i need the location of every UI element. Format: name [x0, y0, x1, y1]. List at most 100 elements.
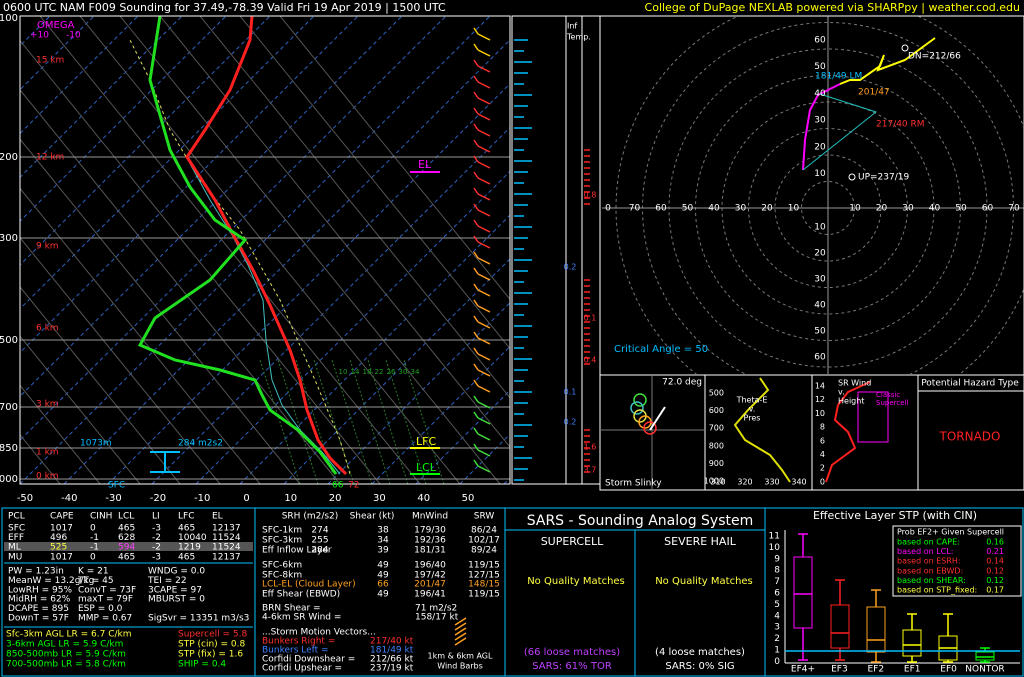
wind-barb [477, 321, 491, 329]
ring-label: 60 [814, 353, 826, 363]
kinematic-cell: 127/15 [468, 571, 500, 581]
motion-value: 237/19 kt [370, 664, 414, 674]
mixing-ratio-label: 18 [363, 368, 372, 376]
wind-barb [477, 433, 491, 441]
kinematic-cell: 255 [311, 536, 328, 546]
mixing-ratio-line [313, 359, 355, 484]
stp-x-label: EF3 [831, 665, 848, 675]
wind-barb [473, 27, 479, 35]
sr-wind-y-label: 2 [820, 464, 825, 473]
thermo-cell: 10040 [178, 533, 207, 543]
wind-barb [473, 187, 479, 195]
index-value: ESP = 0.0 [78, 604, 123, 614]
kinematic-cell: 39 [377, 546, 389, 556]
sr-wind-value: 158/17 kt [415, 613, 459, 623]
kinematic-cell: 201/47 [414, 580, 446, 590]
sr-wind-y-label: 10 [815, 409, 825, 418]
thermo-cell: 1219 [178, 543, 201, 553]
legend-barb [454, 627, 467, 636]
thermo-cell: 628 [118, 533, 135, 543]
dry-adiabat [199, 16, 510, 399]
thermo-cell: -3 [152, 552, 161, 562]
wind-barb [473, 395, 479, 403]
ring-label: 30 [814, 275, 826, 285]
kinematic-cell: 38 [377, 526, 389, 536]
isotherm [20, 16, 359, 354]
lm-label: 181/49 LM [815, 72, 862, 82]
dry-adiabat [20, 286, 181, 484]
stp-x-label: NONTOR [965, 665, 1004, 675]
wind-barb [477, 273, 491, 281]
thermo-header: PCL [8, 512, 25, 522]
mixing-ratio-label: 34 [411, 368, 420, 376]
thermo-cell: -1 [90, 543, 99, 553]
pressure-label: 700 [0, 402, 18, 413]
kinematic-cell: 86/24 [471, 526, 497, 536]
motion-label: Bunkers Right = [262, 637, 335, 647]
rm-label: 217/40 RM [876, 120, 925, 130]
thermo-header: CAPE [50, 512, 74, 522]
wind-barb [477, 97, 491, 105]
pressure-label: 850 [0, 443, 18, 454]
index-value: maxT = 79F [78, 595, 133, 605]
index-value: TT = 45 [77, 576, 114, 586]
kinematic-header: Shear (kt) [350, 512, 395, 522]
motion-label: Corfidi Downshear = [262, 655, 355, 665]
wind-barb [473, 171, 479, 179]
kinematic-header: MnWind [412, 512, 448, 522]
kinematic-cell: 66 [377, 580, 389, 590]
sr-wind-class: Supercell [876, 399, 908, 407]
sars-match: No Quality Matches [527, 576, 625, 587]
pressure-label: 1000 [0, 474, 18, 485]
mixing-ratio-label: 22 [375, 368, 384, 376]
dry-adiabat [20, 138, 301, 484]
sr-wind-title: v. [838, 388, 845, 397]
temperature-label: 30 [373, 493, 386, 504]
wind-barb [473, 203, 479, 211]
temperature-label: 40 [417, 493, 430, 504]
wind-barb [473, 379, 479, 387]
thermo-cell: 0 [90, 552, 96, 562]
wind-barb [473, 443, 479, 451]
height-label: 3 km [36, 400, 59, 410]
wind-barb [477, 225, 491, 233]
dry-adiabat [20, 384, 101, 484]
sars-title: SARS - Sounding Analog System [527, 513, 754, 529]
sr-wind-label: 4-6km SR Wind = [262, 613, 341, 623]
hazard-title: Potential Hazard Type [921, 379, 1019, 389]
stp-box [830, 604, 850, 649]
stp-title: Effective Layer STP (with CIN) [813, 509, 977, 522]
thermo-cell: 11524 [212, 533, 241, 543]
temperature-label: -10 [194, 493, 210, 504]
wind-barb [477, 449, 491, 457]
composite-index: STP (fix) = 1.6 [178, 650, 243, 660]
slinky-tilt [649, 406, 666, 431]
wind-barb [473, 299, 479, 307]
kinematic-cell: 181/31 [414, 546, 446, 556]
kinematic-cell: 197/42 [414, 571, 446, 581]
thermo-cell: -1 [90, 533, 99, 543]
height-label: 0 km [36, 472, 59, 482]
ring-label: 70 [629, 204, 641, 214]
advection-value: 0.1 [564, 388, 577, 397]
stp-y-label: 4 [774, 611, 780, 621]
index-value: WNDG = 0.0 [148, 567, 205, 577]
ring-label: 40 [929, 204, 941, 214]
wind-barb [477, 193, 491, 201]
kinematic-cell: 284 [311, 546, 328, 556]
wind-barb [473, 283, 479, 291]
slinky-parcel [633, 393, 647, 407]
pressure-label: 300 [0, 233, 18, 244]
stp-box [793, 556, 813, 629]
kinematic-cell: 119/15 [468, 590, 500, 600]
ring-label: 10 [788, 204, 800, 214]
prob-label: based on ESRH: [897, 557, 961, 566]
pressure-label: 200 [0, 152, 18, 163]
stp-box [902, 629, 922, 657]
stp-y-label: 9 [774, 554, 780, 564]
legend-barb [454, 622, 467, 631]
wind-barb [473, 139, 479, 147]
height-label: 9 km [36, 242, 59, 252]
prob-frame [892, 525, 1022, 597]
stp-y-label: 8 [774, 566, 780, 576]
